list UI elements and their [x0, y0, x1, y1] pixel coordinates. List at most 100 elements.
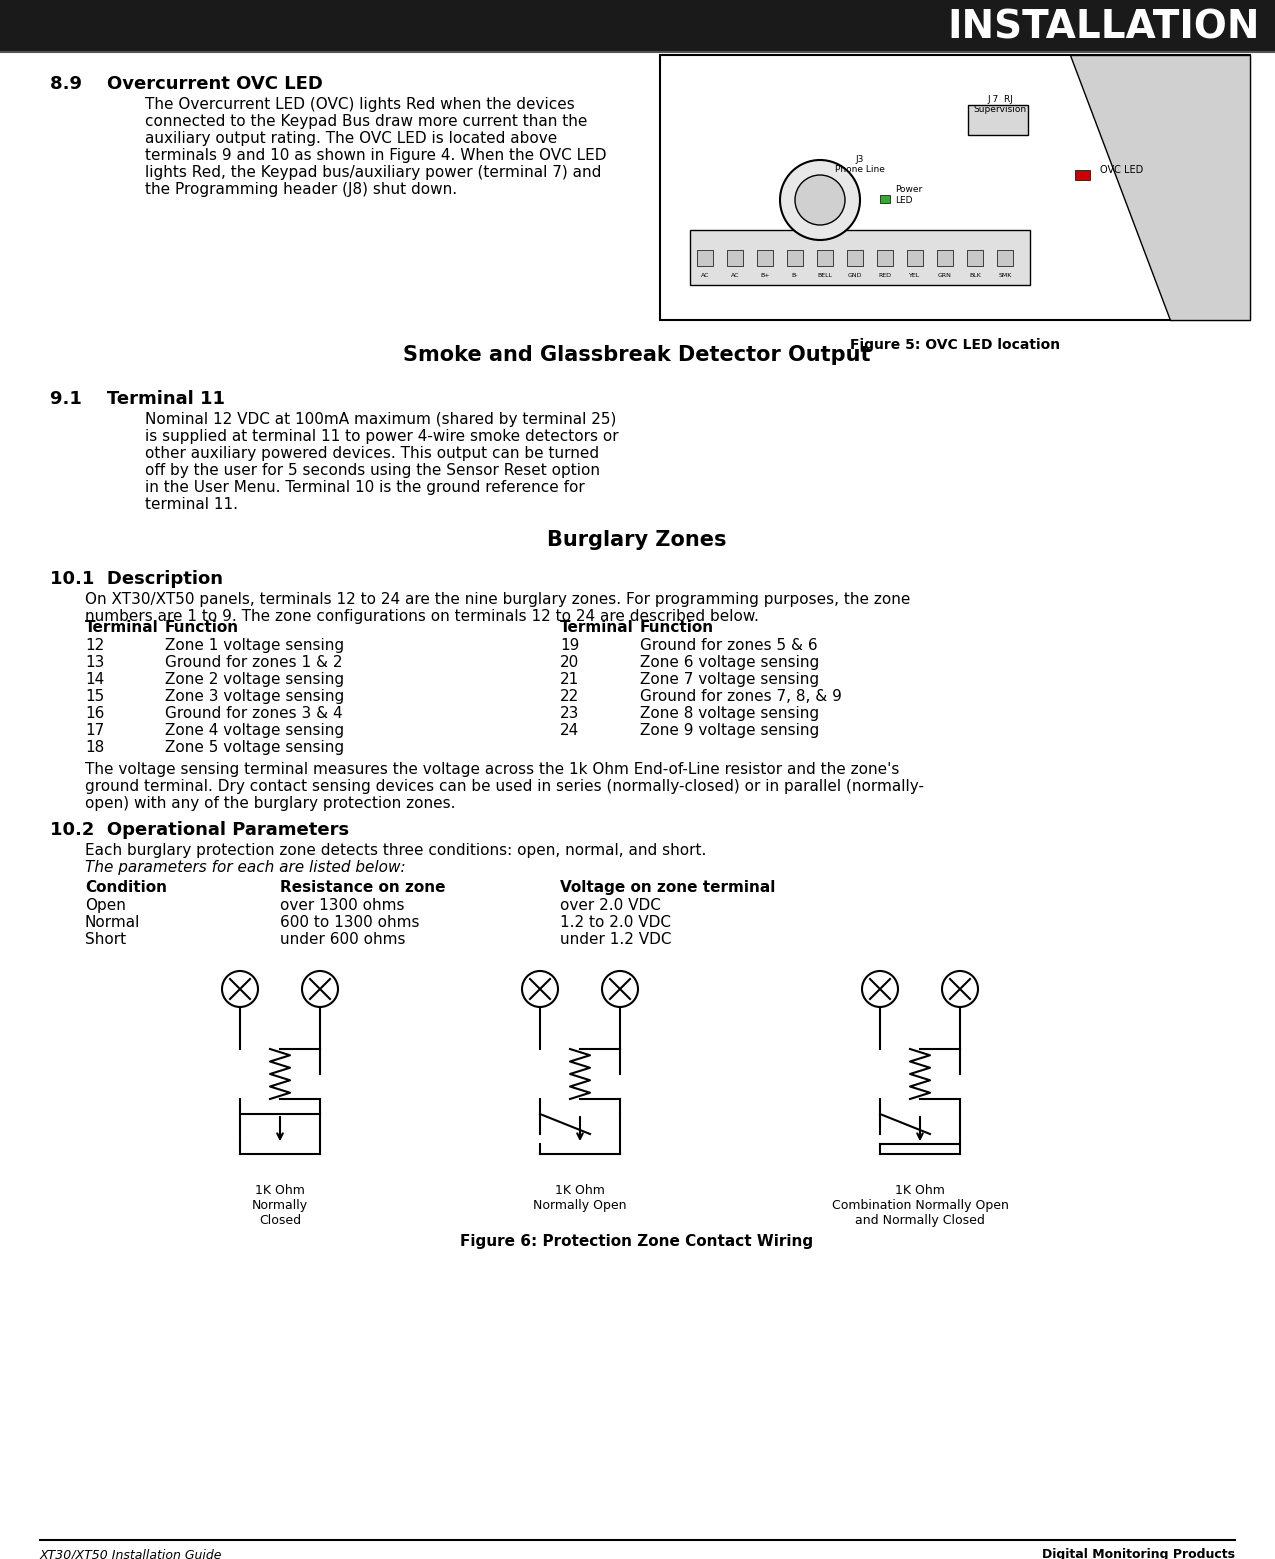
Text: open) with any of the burglary protection zones.: open) with any of the burglary protectio… — [85, 797, 455, 811]
Text: 17: 17 — [85, 723, 105, 737]
Text: lights Red, the Keypad bus/auxiliary power (terminal 7) and: lights Red, the Keypad bus/auxiliary pow… — [145, 165, 602, 179]
Text: Zone 6 voltage sensing: Zone 6 voltage sensing — [640, 655, 820, 670]
Text: Open: Open — [85, 898, 126, 914]
Text: Figure 5: OVC LED location: Figure 5: OVC LED location — [850, 338, 1060, 352]
Text: AC: AC — [701, 273, 709, 278]
Circle shape — [862, 971, 898, 1007]
Text: Resistance on zone: Resistance on zone — [280, 879, 445, 895]
Text: off by the user for 5 seconds using the Sensor Reset option: off by the user for 5 seconds using the … — [145, 463, 601, 479]
Text: 10.2  Operational Parameters: 10.2 Operational Parameters — [50, 822, 349, 839]
Circle shape — [222, 971, 258, 1007]
Text: 600 to 1300 ohms: 600 to 1300 ohms — [280, 915, 419, 931]
Text: 22: 22 — [560, 689, 579, 705]
Text: Digital Monitoring Products: Digital Monitoring Products — [1042, 1548, 1235, 1559]
Polygon shape — [1070, 55, 1250, 320]
FancyBboxPatch shape — [1075, 170, 1090, 179]
Text: Nominal 12 VDC at 100mA maximum (shared by terminal 25): Nominal 12 VDC at 100mA maximum (shared … — [145, 412, 616, 427]
Circle shape — [942, 971, 978, 1007]
FancyBboxPatch shape — [847, 249, 863, 265]
Text: auxiliary output rating. The OVC LED is located above: auxiliary output rating. The OVC LED is … — [145, 131, 557, 147]
FancyBboxPatch shape — [966, 249, 983, 265]
Text: in the User Menu. Terminal 10 is the ground reference for: in the User Menu. Terminal 10 is the gro… — [145, 480, 585, 496]
Text: OVC LED: OVC LED — [1100, 165, 1144, 175]
Text: 1.2 to 2.0 VDC: 1.2 to 2.0 VDC — [560, 915, 671, 931]
Circle shape — [602, 971, 638, 1007]
Text: Zone 4 voltage sensing: Zone 4 voltage sensing — [164, 723, 344, 737]
Text: Zone 1 voltage sensing: Zone 1 voltage sensing — [164, 638, 344, 653]
Text: Burglary Zones: Burglary Zones — [547, 530, 727, 550]
Circle shape — [780, 161, 861, 240]
Text: GRN: GRN — [938, 273, 952, 278]
Text: 12: 12 — [85, 638, 105, 653]
Text: 20: 20 — [560, 655, 579, 670]
Text: The Overcurrent LED (OVC) lights Red when the devices: The Overcurrent LED (OVC) lights Red whe… — [145, 97, 575, 112]
Text: BELL: BELL — [817, 273, 833, 278]
Text: 18: 18 — [85, 741, 105, 755]
Text: XT30/XT50 Installation Guide: XT30/XT50 Installation Guide — [40, 1548, 223, 1559]
Text: Ground for zones 7, 8, & 9: Ground for zones 7, 8, & 9 — [640, 689, 842, 705]
Text: 13: 13 — [85, 655, 105, 670]
Text: Zone 9 voltage sensing: Zone 9 voltage sensing — [640, 723, 820, 737]
FancyBboxPatch shape — [997, 249, 1014, 265]
Text: over 2.0 VDC: over 2.0 VDC — [560, 898, 660, 914]
Text: other auxiliary powered devices. This output can be turned: other auxiliary powered devices. This ou… — [145, 446, 599, 461]
Circle shape — [521, 971, 558, 1007]
FancyBboxPatch shape — [877, 249, 892, 265]
FancyBboxPatch shape — [937, 249, 952, 265]
Text: Terminal: Terminal — [560, 620, 634, 635]
Text: 15: 15 — [85, 689, 105, 705]
Text: BLK: BLK — [969, 273, 980, 278]
Text: numbers are 1 to 9. The zone configurations on terminals 12 to 24 are described : numbers are 1 to 9. The zone configurati… — [85, 610, 759, 624]
Text: is supplied at terminal 11 to power 4-wire smoke detectors or: is supplied at terminal 11 to power 4-wi… — [145, 429, 618, 444]
Text: the Programming header (J8) shut down.: the Programming header (J8) shut down. — [145, 182, 458, 196]
Text: connected to the Keypad Bus draw more current than the: connected to the Keypad Bus draw more cu… — [145, 114, 588, 129]
Text: terminals 9 and 10 as shown in Figure 4. When the OVC LED: terminals 9 and 10 as shown in Figure 4.… — [145, 148, 607, 164]
Circle shape — [302, 971, 338, 1007]
Text: Normal: Normal — [85, 915, 140, 931]
Text: On XT30/XT50 panels, terminals 12 to 24 are the nine burglary zones. For program: On XT30/XT50 panels, terminals 12 to 24 … — [85, 592, 910, 606]
Text: Smoke and Glassbreak Detector Output: Smoke and Glassbreak Detector Output — [403, 345, 871, 365]
Text: Figure 6: Protection Zone Contact Wiring: Figure 6: Protection Zone Contact Wiring — [460, 1235, 813, 1249]
Text: The parameters for each are listed below:: The parameters for each are listed below… — [85, 861, 405, 875]
Text: 10.1  Description: 10.1 Description — [50, 571, 223, 588]
Text: 16: 16 — [85, 706, 105, 720]
FancyBboxPatch shape — [787, 249, 803, 265]
FancyBboxPatch shape — [880, 195, 890, 203]
Text: Zone 2 voltage sensing: Zone 2 voltage sensing — [164, 672, 344, 688]
Text: 1K Ohm
Combination Normally Open
and Normally Closed: 1K Ohm Combination Normally Open and Nor… — [831, 1183, 1009, 1227]
Text: Zone 7 voltage sensing: Zone 7 voltage sensing — [640, 672, 819, 688]
Text: Zone 5 voltage sensing: Zone 5 voltage sensing — [164, 741, 344, 755]
Text: 24: 24 — [560, 723, 579, 737]
Text: Function: Function — [640, 620, 714, 635]
FancyBboxPatch shape — [907, 249, 923, 265]
Text: over 1300 ohms: over 1300 ohms — [280, 898, 404, 914]
Text: Zone 3 voltage sensing: Zone 3 voltage sensing — [164, 689, 344, 705]
Circle shape — [796, 175, 845, 224]
Text: Ground for zones 5 & 6: Ground for zones 5 & 6 — [640, 638, 817, 653]
Text: Zone 8 voltage sensing: Zone 8 voltage sensing — [640, 706, 819, 720]
Text: 9.1    Terminal 11: 9.1 Terminal 11 — [50, 390, 224, 408]
Text: B+: B+ — [760, 273, 770, 278]
Text: 23: 23 — [560, 706, 579, 720]
Text: terminal 11.: terminal 11. — [145, 497, 238, 511]
FancyBboxPatch shape — [757, 249, 773, 265]
Text: B-: B- — [792, 273, 798, 278]
FancyBboxPatch shape — [660, 55, 1250, 320]
Text: Ground for zones 3 & 4: Ground for zones 3 & 4 — [164, 706, 343, 720]
Text: YEL: YEL — [909, 273, 921, 278]
Text: Voltage on zone terminal: Voltage on zone terminal — [560, 879, 775, 895]
Text: AC: AC — [731, 273, 739, 278]
Text: 8.9    Overcurrent OVC LED: 8.9 Overcurrent OVC LED — [50, 75, 323, 94]
Text: Condition: Condition — [85, 879, 167, 895]
Text: INSTALLATION: INSTALLATION — [947, 8, 1260, 47]
Text: J 7  RJ
Supervision: J 7 RJ Supervision — [973, 95, 1026, 114]
Text: Short: Short — [85, 932, 126, 946]
Text: 21: 21 — [560, 672, 579, 688]
Text: RED: RED — [878, 273, 891, 278]
FancyBboxPatch shape — [690, 231, 1030, 285]
Text: under 1.2 VDC: under 1.2 VDC — [560, 932, 672, 946]
Text: 19: 19 — [560, 638, 579, 653]
Text: 14: 14 — [85, 672, 105, 688]
Text: SMK: SMK — [998, 273, 1011, 278]
Text: Ground for zones 1 & 2: Ground for zones 1 & 2 — [164, 655, 343, 670]
